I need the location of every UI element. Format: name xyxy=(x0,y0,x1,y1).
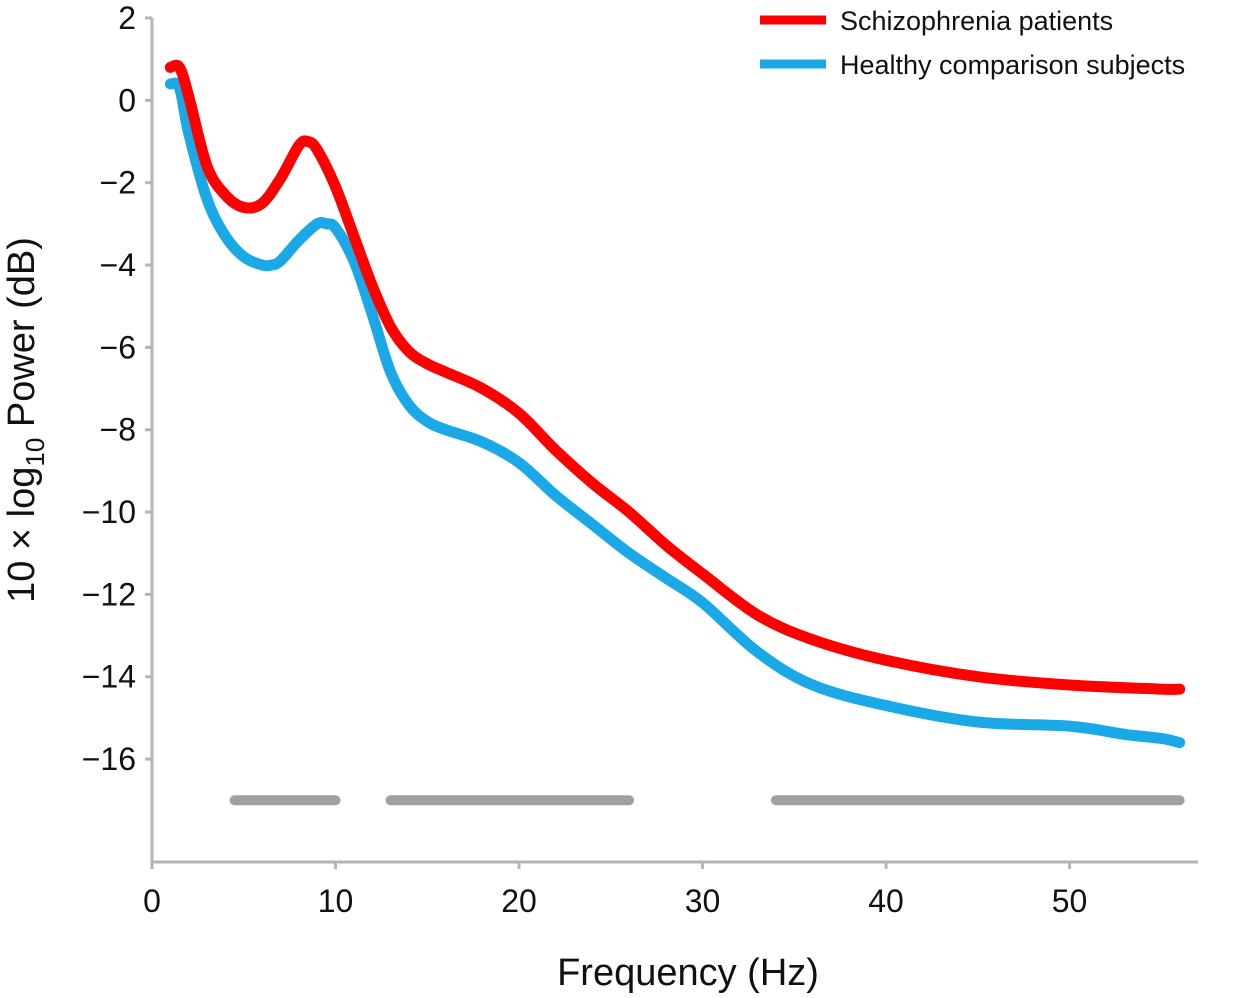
y-tick-label: −12 xyxy=(82,576,136,612)
legend-label-schizophrenia: Schizophrenia patients xyxy=(840,6,1113,36)
x-tick-label: 40 xyxy=(868,883,904,919)
x-axis: 0 10 20 30 40 50 xyxy=(143,860,1198,919)
y-tick-label: −6 xyxy=(100,329,136,365)
x-axis-title: Frequency (Hz) xyxy=(557,952,819,994)
legend: Schizophrenia patients Healthy compariso… xyxy=(760,6,1185,80)
y-tick-label: 2 xyxy=(118,0,136,36)
legend-label-healthy: Healthy comparison subjects xyxy=(840,50,1185,80)
y-tick-label: −4 xyxy=(100,247,136,283)
x-tick-label: 30 xyxy=(685,883,721,919)
y-axis-title-prefix: 10 × log xyxy=(1,467,43,603)
y-axis-title-suffix: Power (dB) xyxy=(1,237,43,438)
y-tick-label: −8 xyxy=(100,412,136,448)
series-line-healthy xyxy=(164,77,1186,749)
series-line-schizophrenia xyxy=(164,59,1186,695)
y-axis: 2 0 −2 −4 −6 −8 −10 −12 −14 −16 xyxy=(82,0,154,862)
x-ticks: 0 10 20 30 40 50 xyxy=(143,862,1087,919)
y-axis-title: 10 × log10 Power (dB) xyxy=(1,237,50,603)
y-tick-label: −2 xyxy=(100,165,136,201)
y-axis-title-subscript: 10 xyxy=(20,438,50,467)
y-ticks: 2 0 −2 −4 −6 −8 −10 −12 −14 −16 xyxy=(82,0,152,777)
x-tick-label: 10 xyxy=(318,883,354,919)
x-tick-label: 20 xyxy=(501,883,537,919)
y-tick-label: −10 xyxy=(82,494,136,530)
x-tick-label: 0 xyxy=(143,883,161,919)
y-tick-label: 0 xyxy=(118,82,136,118)
y-tick-label: −14 xyxy=(82,659,136,695)
x-tick-label: 50 xyxy=(1052,883,1088,919)
y-tick-label: −16 xyxy=(82,741,136,777)
series-layer xyxy=(164,59,1186,749)
